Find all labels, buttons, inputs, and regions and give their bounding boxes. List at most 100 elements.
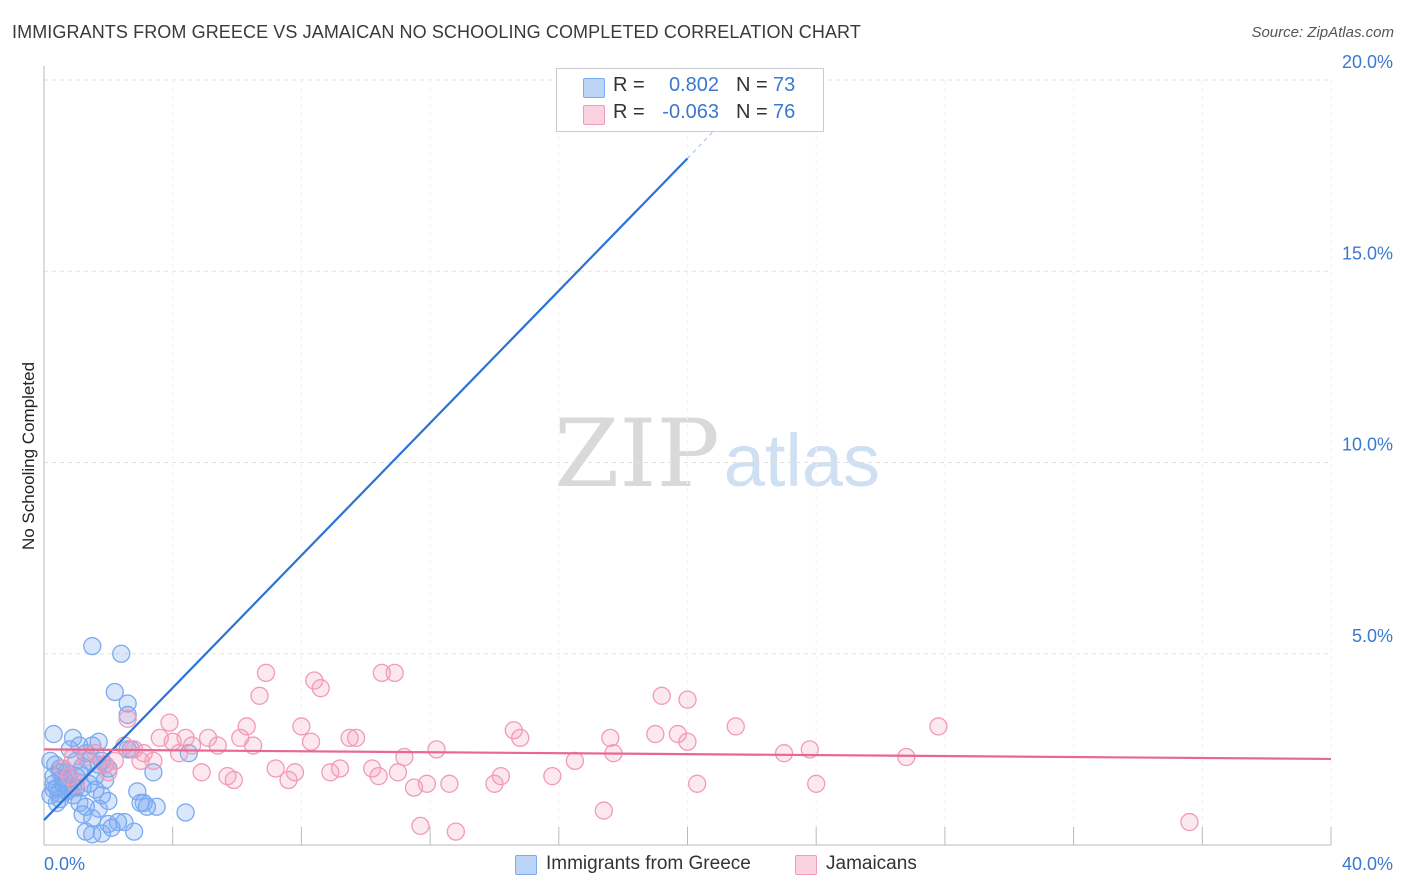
point-jamaicans (321, 763, 340, 782)
point-jamaicans (800, 740, 819, 759)
trend-line-greece (43, 157, 689, 821)
point-jamaicans (292, 717, 311, 736)
point-greece (128, 782, 147, 801)
point-jamaicans (198, 728, 218, 748)
legend-label-jamaicans: Jamaicans (826, 853, 917, 874)
point-jamaicans (256, 663, 276, 683)
source-note: Source: ZipAtlas.com (1251, 24, 1394, 41)
x-tick-label: 0.0% (44, 854, 85, 874)
legend-swatch-greece (515, 855, 537, 875)
point-greece (83, 825, 102, 844)
legend-r-value: 0.802 (668, 74, 719, 96)
legend-r-label: R = (613, 74, 645, 96)
point-greece (108, 812, 128, 832)
point-jamaicans (601, 728, 620, 748)
point-jamaicans (340, 728, 359, 748)
point-jamaicans (99, 763, 118, 782)
watermark-atlas: atlas (723, 419, 881, 502)
legend-row-greece: R = 0.802 N = 73 (557, 74, 823, 100)
watermark-zip: ZIP (554, 400, 720, 509)
legend-r-value: -0.063 (662, 101, 719, 123)
point-jamaicans (285, 763, 305, 782)
legend-n-value: 73 (773, 74, 796, 96)
point-jamaicans (118, 709, 137, 728)
axes (43, 66, 1332, 846)
point-jamaicans (63, 747, 83, 767)
data-points (41, 636, 1199, 844)
point-greece (70, 793, 89, 813)
point-jamaicans (346, 728, 366, 748)
point-jamaicans (929, 717, 948, 736)
y-tick-label: 10.0% (1342, 435, 1393, 455)
point-jamaicans (411, 816, 430, 836)
point-jamaicans (646, 724, 665, 744)
point-jamaicans (105, 751, 124, 770)
point-greece (89, 799, 108, 818)
point-jamaicans (160, 713, 179, 732)
legend-swatch-greece (583, 78, 605, 98)
point-jamaicans (330, 759, 350, 778)
point-jamaicans (67, 774, 86, 793)
point-jamaicans (594, 801, 613, 820)
point-greece (73, 805, 92, 824)
point-jamaicans (266, 759, 285, 778)
point-jamaicans (688, 774, 707, 793)
point-jamaicans (192, 763, 211, 782)
point-jamaicans (134, 744, 153, 763)
legend-n-value: 76 (773, 101, 796, 123)
watermark: ZIPatlas (554, 400, 880, 509)
point-greece (124, 822, 144, 841)
point-greece (134, 793, 153, 813)
point-jamaicans (678, 732, 697, 751)
y-axis-title: No Schooling Completed (19, 362, 38, 550)
point-jamaicans (388, 763, 408, 782)
legend-swatch-jamaicans (795, 855, 817, 875)
point-greece (92, 786, 112, 805)
point-greece (44, 780, 63, 799)
y-tick-label: 15.0% (1342, 243, 1393, 263)
point-jamaicans (311, 679, 330, 698)
legend-row-jamaicans: R = -0.063 N = 76 (557, 101, 823, 127)
point-greece (73, 757, 92, 776)
point-jamaicans (301, 732, 321, 751)
point-greece (112, 644, 131, 663)
point-jamaicans (372, 663, 391, 683)
point-greece (44, 724, 63, 744)
point-jamaicans (427, 740, 446, 759)
chart-title: IMMIGRANTS FROM GREECE VS JAMAICAN NO SC… (12, 22, 861, 42)
point-jamaicans (237, 717, 256, 736)
point-jamaicans (678, 690, 697, 709)
point-jamaicans (369, 767, 388, 786)
legend-r-label: R = (613, 101, 645, 123)
point-jamaicans (543, 767, 562, 786)
point-jamaicans (668, 724, 687, 744)
point-greece (44, 774, 63, 793)
point-jamaicans (417, 774, 437, 793)
point-jamaicans (565, 751, 585, 770)
tick-labels: 5.0% 10.0% 15.0% 20.0% 0.0% 40.0% (44, 52, 1393, 874)
point-jamaicans (144, 751, 163, 770)
correlation-legend: R = 0.802 N = 73 R = -0.063 N = 76 (556, 68, 824, 132)
legend-label-greece: Immigrants from Greece (546, 853, 751, 874)
point-greece (176, 803, 195, 822)
point-jamaicans (807, 774, 826, 793)
point-greece (92, 824, 112, 843)
point-jamaicans (652, 686, 671, 705)
point-jamaicans (774, 744, 794, 763)
legend-swatch-jamaicans (583, 105, 605, 125)
point-jamaicans (446, 822, 465, 841)
legend-n-label: N = (736, 101, 768, 123)
point-greece (105, 682, 124, 702)
y-tick-label: 20.0% (1342, 52, 1393, 72)
point-jamaicans (76, 747, 95, 767)
x-tick-label: 40.0% (1342, 854, 1393, 874)
point-greece (83, 636, 102, 656)
trend-line-jamaicans (43, 748, 1332, 761)
point-jamaicans (1180, 812, 1199, 832)
y-tick-label: 5.0% (1352, 626, 1393, 646)
point-jamaicans (491, 767, 511, 786)
point-jamaicans (385, 663, 404, 683)
point-jamaicans (224, 770, 243, 790)
point-jamaicans (440, 774, 459, 793)
